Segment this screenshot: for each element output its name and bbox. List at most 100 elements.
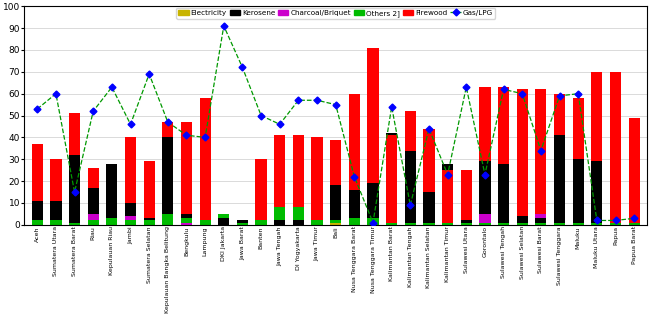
- Bar: [479, 87, 491, 225]
- Bar: [573, 159, 584, 225]
- Bar: [292, 221, 304, 225]
- Bar: [367, 48, 378, 225]
- Bar: [330, 185, 341, 225]
- Bar: [386, 223, 397, 225]
- Bar: [629, 118, 640, 225]
- Bar: [573, 223, 584, 225]
- Bar: [50, 201, 62, 225]
- Bar: [32, 144, 43, 225]
- Bar: [125, 203, 136, 225]
- Bar: [237, 221, 248, 225]
- Bar: [423, 129, 435, 225]
- Bar: [461, 221, 472, 225]
- Bar: [32, 221, 43, 225]
- Bar: [292, 207, 304, 225]
- Bar: [349, 190, 360, 225]
- Bar: [218, 214, 229, 225]
- Bar: [88, 188, 99, 225]
- Bar: [144, 218, 155, 225]
- Bar: [50, 159, 62, 225]
- Bar: [442, 164, 453, 225]
- Bar: [330, 223, 341, 225]
- Bar: [88, 214, 99, 225]
- Bar: [255, 221, 266, 225]
- Bar: [144, 161, 155, 225]
- Bar: [498, 164, 509, 225]
- Bar: [592, 161, 603, 225]
- Bar: [200, 221, 211, 225]
- Bar: [181, 122, 192, 225]
- Bar: [479, 214, 491, 225]
- Bar: [50, 221, 62, 225]
- Bar: [330, 221, 341, 225]
- Bar: [479, 223, 491, 225]
- Bar: [237, 223, 248, 225]
- Bar: [405, 150, 416, 225]
- Bar: [517, 89, 528, 225]
- Bar: [367, 183, 378, 225]
- Bar: [181, 214, 192, 225]
- Bar: [517, 223, 528, 225]
- Bar: [69, 223, 80, 225]
- Bar: [311, 137, 322, 225]
- Bar: [125, 216, 136, 225]
- Bar: [610, 223, 621, 225]
- Bar: [536, 218, 547, 225]
- Bar: [498, 87, 509, 225]
- Bar: [218, 218, 229, 225]
- Bar: [181, 218, 192, 225]
- Bar: [442, 223, 453, 225]
- Bar: [349, 94, 360, 225]
- Bar: [292, 135, 304, 225]
- Bar: [405, 223, 416, 225]
- Bar: [255, 159, 266, 225]
- Bar: [311, 221, 322, 225]
- Bar: [349, 218, 360, 225]
- Bar: [255, 221, 266, 225]
- Bar: [311, 221, 322, 225]
- Bar: [144, 221, 155, 225]
- Bar: [536, 223, 547, 225]
- Bar: [554, 135, 565, 225]
- Bar: [274, 221, 285, 225]
- Bar: [386, 135, 397, 225]
- Bar: [125, 137, 136, 225]
- Bar: [423, 192, 435, 225]
- Bar: [106, 218, 118, 225]
- Legend: Electricity, Kerosene, Charcoal/Briquet, Others 2], Firewood, Gas/LPG: Electricity, Kerosene, Charcoal/Briquet,…: [176, 8, 495, 19]
- Bar: [592, 72, 603, 225]
- Bar: [536, 89, 547, 225]
- Bar: [461, 170, 472, 225]
- Bar: [274, 207, 285, 225]
- Bar: [461, 223, 472, 225]
- Bar: [69, 113, 80, 225]
- Bar: [554, 223, 565, 225]
- Bar: [423, 223, 435, 225]
- Bar: [479, 161, 491, 225]
- Bar: [200, 221, 211, 225]
- Bar: [330, 140, 341, 225]
- Bar: [162, 122, 174, 225]
- Bar: [517, 216, 528, 225]
- Bar: [573, 98, 584, 225]
- Bar: [162, 214, 174, 225]
- Bar: [88, 168, 99, 225]
- Bar: [536, 214, 547, 225]
- Bar: [498, 223, 509, 225]
- Bar: [442, 170, 453, 225]
- Bar: [386, 133, 397, 225]
- Bar: [32, 201, 43, 225]
- Bar: [106, 164, 118, 225]
- Bar: [367, 218, 378, 225]
- Bar: [125, 221, 136, 225]
- Bar: [181, 223, 192, 225]
- Bar: [200, 98, 211, 225]
- Bar: [592, 223, 603, 225]
- Bar: [442, 223, 453, 225]
- Bar: [629, 118, 640, 225]
- Bar: [162, 137, 174, 225]
- Bar: [629, 223, 640, 225]
- Bar: [610, 72, 621, 225]
- Bar: [554, 94, 565, 225]
- Bar: [274, 135, 285, 225]
